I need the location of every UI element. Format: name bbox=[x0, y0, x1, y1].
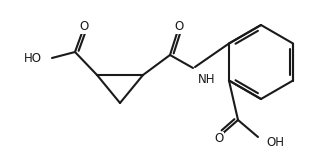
Text: NH: NH bbox=[198, 73, 216, 86]
Text: O: O bbox=[214, 133, 224, 145]
Text: OH: OH bbox=[266, 135, 284, 149]
Text: HO: HO bbox=[24, 52, 42, 66]
Text: O: O bbox=[80, 21, 89, 33]
Text: O: O bbox=[174, 21, 183, 33]
